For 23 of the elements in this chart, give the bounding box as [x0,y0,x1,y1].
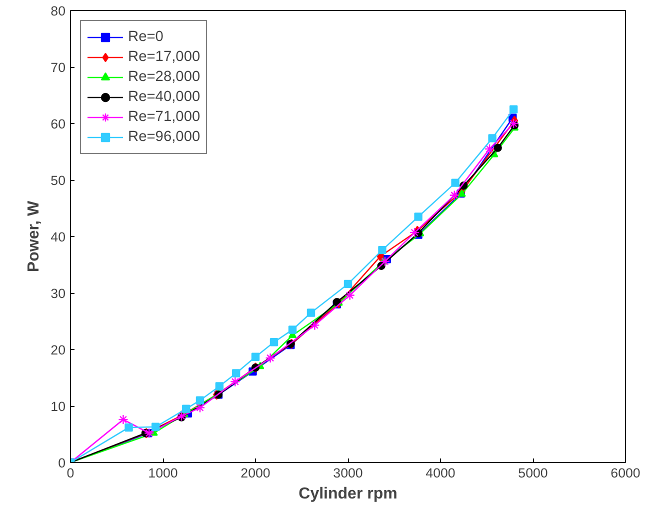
legend-label: Re=28,000 [128,69,200,85]
x-axis-title: Cylinder rpm [298,486,398,502]
y-tick-label: 10 [50,399,66,414]
x-tick-label: 2000 [240,466,270,480]
x-tick-label: 3000 [333,466,363,480]
y-tick-label: 30 [50,286,66,301]
legend-label: Re=17,000 [128,49,200,65]
y-tick-label: 20 [50,342,66,358]
x-tick-label: 4000 [426,466,456,480]
legend-label: Re=71,000 [128,109,200,125]
y-tick-label: 60 [50,116,66,132]
x-tick-label: 5000 [518,466,548,480]
y-tick-label: 70 [50,60,66,75]
y-tick-label: 40 [50,230,66,244]
x-tick-label: 1000 [148,466,178,480]
y-axis-title: Power, W [26,200,43,272]
y-tick-label: 0 [58,456,66,470]
legend-label: Re=96,000 [128,129,200,145]
legend-label: Re=40,000 [128,89,200,105]
y-tick-label: 80 [50,4,66,18]
y-tick-label: 50 [50,173,66,188]
x-tick-label: 6000 [610,466,640,480]
legend-label: Re=0 [128,29,164,45]
